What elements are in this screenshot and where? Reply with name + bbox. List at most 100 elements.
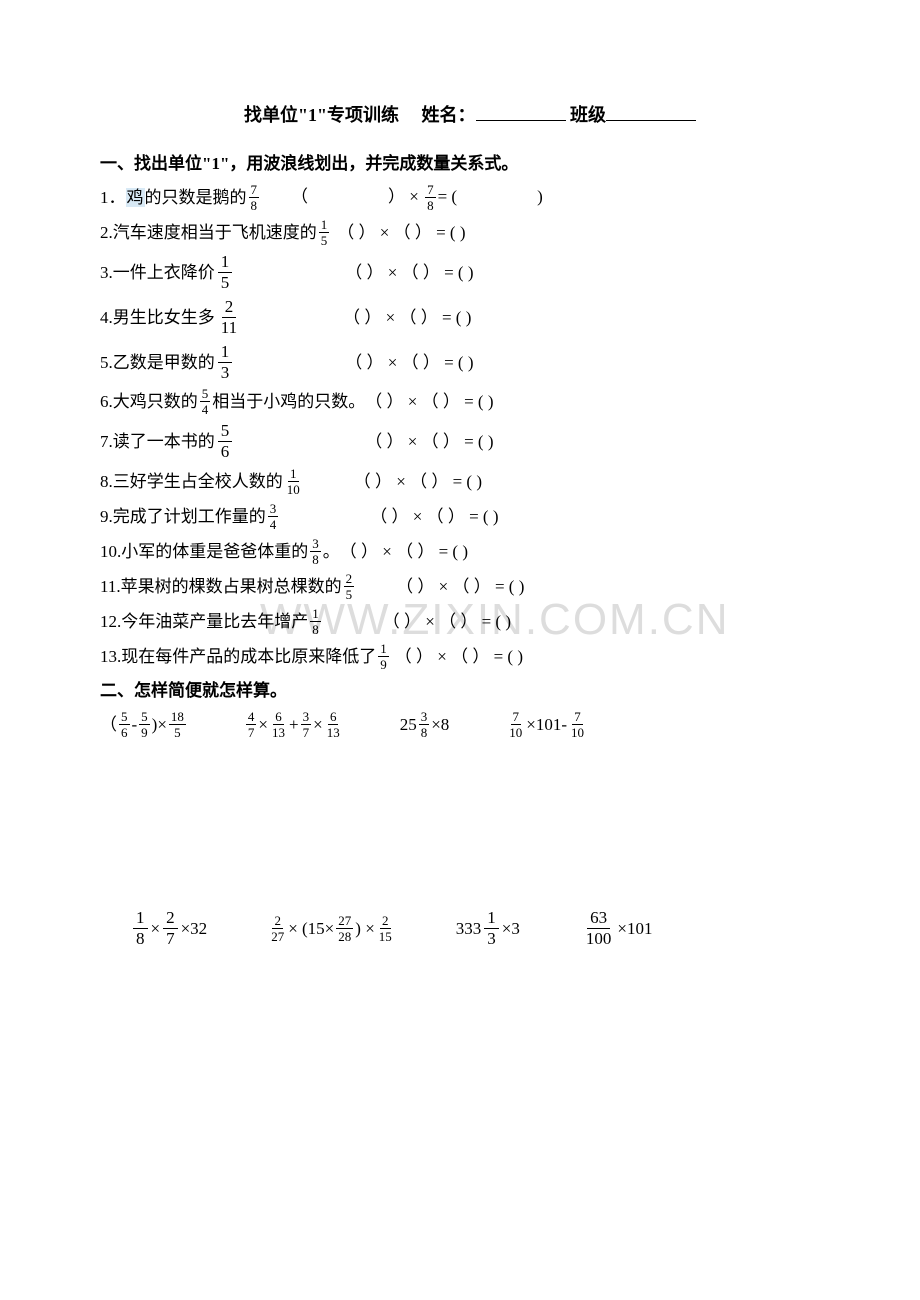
question-number: 9.: [100, 503, 113, 530]
question-pretext: 汽车速度相当于飞机速度的: [113, 219, 317, 246]
question-line: 11.苹果树的棵数占果树总棵数的25 （ ） × （ ） = ( ): [100, 572, 840, 601]
question-number: 11.: [100, 573, 121, 600]
question-pretext: 乙数是甲数的: [113, 349, 215, 376]
calc-expression: （56- 59)× 185: [100, 710, 188, 739]
question-text: 13.现在每件产品的成本比原来降低了19: [100, 642, 391, 671]
fraction: 13: [218, 343, 233, 382]
calc-row-1: （56- 59)× 185 47×613+ 37×613 2538×8 710×101…: [100, 710, 840, 739]
fraction: 613: [325, 710, 342, 739]
question-pretext: 今年油菜产量比去年增产: [121, 608, 308, 635]
answer-template: （ ） × （ ） = ( ): [370, 503, 498, 530]
question-number: 1．: [100, 184, 126, 211]
question-line: 9.完成了计划工作量的 34 （ ） × （ ） = ( ): [100, 502, 840, 531]
question-number: 7.: [100, 428, 113, 455]
question-text: 5.乙数是甲数的 13: [100, 343, 235, 382]
fraction: 15: [319, 218, 330, 247]
question-line: 13.现在每件产品的成本比原来降低了19（ ） × （ ） = ( ): [100, 642, 840, 671]
title-main: 找单位"1"专项训练: [244, 105, 399, 125]
fraction: 38: [419, 710, 430, 739]
section1-head: 一、找出单位"1"，用波浪线划出，并完成数量关系式。: [100, 150, 840, 177]
question-line: 10.小军的体重是爸爸体重的38 。（ ） × （ ） = ( ): [100, 537, 840, 566]
class-label: 班级: [570, 105, 606, 125]
question-text: 1．鸡的只数是鹅的78: [100, 183, 261, 212]
fraction: 13: [484, 909, 499, 948]
question-pretext: 男生比女生多: [113, 304, 215, 331]
name-label: 姓名：: [422, 105, 476, 125]
fraction: 27: [163, 909, 178, 948]
calc-expression: 47×613+ 37×613: [244, 710, 344, 739]
calc-expression: 18×27×32: [130, 909, 207, 948]
question-pretext: 三好学生占全校人数的: [113, 468, 283, 495]
answer-template: （ ） × （ ） = ( ): [345, 259, 473, 286]
question-text: 3.一件上衣降价15: [100, 253, 235, 292]
fraction: 215: [377, 914, 394, 943]
calc-expression: 33313×3: [456, 909, 520, 948]
calc-expression: 227× (15×2728) ×215: [267, 914, 396, 943]
answer-template: （ ） × （ ） = ( ): [395, 643, 523, 670]
fraction: 18: [310, 607, 321, 636]
question-pretext: 大鸡只数的: [113, 388, 198, 415]
question-pretext: 读了一本书的: [113, 428, 215, 455]
question-line: 12.今年油菜产量比去年增产18 （ ） × （ ） = ( ): [100, 607, 840, 636]
fraction: 18: [133, 909, 148, 948]
calc-row-2: 18×27×32 227× (15×2728) ×215 33313×3 63100×…: [100, 909, 840, 948]
calc-expression: 63100×101: [580, 909, 653, 948]
question-number: 10.: [100, 538, 121, 565]
worksheet-page: 找单位"1"专项训练 姓名： 班级 一、找出单位"1"，用波浪线划出，并完成数量…: [0, 0, 920, 988]
question-text: 8.三好学生占全校人数的110: [100, 467, 304, 496]
question-number: 6.: [100, 388, 113, 415]
fraction: 37: [301, 710, 312, 739]
answer-template: （ ） × （ ） = ( ): [343, 304, 471, 331]
question-posttext: 。: [323, 538, 340, 565]
fraction: 227: [269, 914, 286, 943]
calc-expression: 2538×8: [400, 710, 450, 739]
fraction: 38: [310, 537, 321, 566]
question-text: 7.读了一本书的 56: [100, 422, 235, 461]
highlight-char: 鸡: [126, 188, 145, 207]
answer-template: （） × 78= (): [291, 183, 543, 213]
fraction: 78: [249, 183, 260, 212]
question-number: 3.: [100, 259, 113, 286]
question-line: 4.男生比女生多211 （ ） × （ ） = ( ): [100, 298, 840, 337]
section1-list: 1．鸡的只数是鹅的78（） × 78= ()2.汽车速度相当于飞机速度的15（ …: [100, 183, 840, 671]
fraction: 710: [507, 710, 524, 739]
fraction: 47: [246, 710, 257, 739]
question-posttext: 相当于小鸡的只数。: [212, 388, 365, 415]
answer-template: （ ） × （ ） = ( ): [345, 349, 473, 376]
answer-template: （ ） × （ ） = ( ): [383, 608, 511, 635]
answer-template: （ ） × （ ） = ( ): [337, 219, 465, 246]
fraction: 19: [378, 642, 389, 671]
fraction: 613: [270, 710, 287, 739]
fraction: 185: [169, 710, 186, 739]
section2-head: 二、怎样简便就怎样算。: [100, 677, 840, 704]
answer-template: （ ） × （ ） = ( ): [396, 573, 524, 600]
calc-expression: 710×101- 710: [505, 710, 588, 739]
question-number: 4.: [100, 304, 113, 331]
question-text: 4.男生比女生多211: [100, 298, 243, 337]
class-blank[interactable]: [606, 100, 696, 121]
question-text: 9.完成了计划工作量的 34: [100, 502, 280, 531]
question-text: 12.今年油菜产量比去年增产18: [100, 607, 323, 636]
question-pretext: 小军的体重是爸爸体重的: [121, 538, 308, 565]
question-number: 5.: [100, 349, 113, 376]
fraction: 56: [119, 710, 130, 739]
question-pretext: 苹果树的棵数占果树总棵数的: [121, 573, 342, 600]
question-line: 1．鸡的只数是鹅的78 （） × 78= (): [100, 183, 840, 213]
fraction: 59: [139, 710, 150, 739]
fraction: 110: [285, 467, 302, 496]
question-line: 5.乙数是甲数的 13 （ ） × （ ） = ( ): [100, 343, 840, 382]
fraction: 25: [344, 572, 355, 601]
answer-template: （ ） × （ ） = ( ): [365, 428, 493, 455]
question-line: 8.三好学生占全校人数的110（ ） × （ ） = ( ): [100, 467, 840, 496]
question-text: 11.苹果树的棵数占果树总棵数的25: [100, 572, 356, 601]
fraction: 15: [218, 253, 233, 292]
question-line: 2.汽车速度相当于飞机速度的15（ ） × （ ） = ( ): [100, 218, 840, 247]
fraction: 78: [425, 183, 436, 212]
fraction: 34: [268, 502, 279, 531]
name-blank[interactable]: [476, 100, 566, 121]
question-line: 3.一件上衣降价15 （ ） × （ ） = ( ): [100, 253, 840, 292]
fraction: 54: [200, 387, 211, 416]
question-number: 8.: [100, 468, 113, 495]
question-number: 12.: [100, 608, 121, 635]
question-line: 7.读了一本书的 56 （ ） × （ ） = ( ): [100, 422, 840, 461]
